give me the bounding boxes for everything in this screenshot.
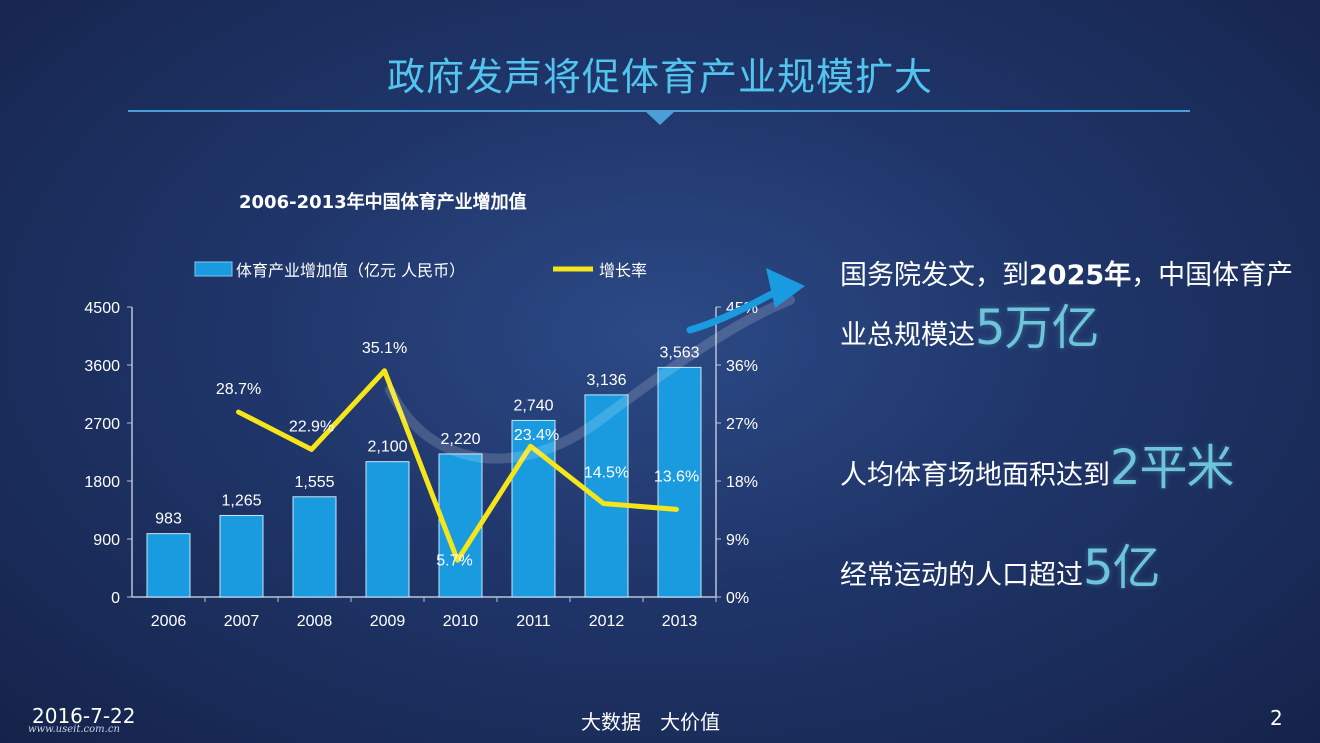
fact-policy-2025: 国务院发文，到2025年，中国体育产业总规模达5万亿 [840,250,1300,362]
growth-rate-label: 13.6% [654,468,699,485]
page-number: 2 [1270,706,1283,730]
legend-bar-swatch [194,261,233,277]
x-tick-label: 2007 [224,613,260,630]
fact3-text: 经常运动的人口超过 [840,560,1083,591]
footer-url-watermark: www.useit.com.cn [28,724,120,735]
y-right-tick-label: 0% [726,590,749,607]
watermark-swoosh-icon [385,295,795,464]
bar-value-label: 1,265 [221,492,261,509]
x-tick-label: 2010 [443,613,479,630]
y-right-tick-label: 36% [726,358,758,375]
bar [365,461,410,598]
fact1-year: 2025年 [1029,260,1132,291]
legend-line-label: 增长率 [599,261,647,280]
footer-date: 2016-7-22 [32,704,136,728]
fact-venue-area: 人均体育场地面积达到2平米 [840,428,1235,498]
y-right-tick-label: 18% [726,474,758,491]
bar-value-label: 1,555 [294,474,334,491]
x-tick-label: 2011 [516,613,551,630]
fact2-text: 人均体育场地面积达到 [840,460,1110,491]
x-tick-label: 2012 [589,613,625,630]
y-left-tick-label: 2700 [84,416,120,433]
growth-rate-label: 5.7% [436,552,472,569]
y-left-tick-label: 0 [111,590,120,607]
growth-rate-label: 22.9% [289,418,334,435]
slide-title: 政府发声将促体育产业规模扩大 [386,55,933,99]
bar-value-label: 2,220 [440,431,480,448]
bar [146,533,191,598]
bar [657,366,702,598]
bar-value-label: 3,136 [586,372,626,389]
bar [292,496,337,598]
fact2-highlight: 2平米 [1110,440,1235,496]
x-tick-label: 2008 [297,613,333,630]
chart-title: 2006-2013年中国体育产业增加值 [239,191,527,213]
title-notch-marker [646,112,674,125]
fact-active-population: 经常运动的人口超过5亿 [840,528,1161,598]
x-tick-label: 2006 [151,613,187,630]
y-left-tick-label: 900 [93,532,120,549]
legend-bar-label: 体育产业增加值（亿元 人民币） [236,261,465,280]
y-right-tick-label: 27% [726,416,758,433]
growth-rate-label: 23.4% [514,427,559,444]
bar-value-label: 983 [155,511,182,528]
x-tick-label: 2009 [370,613,406,630]
y-left-tick-label: 4500 [84,300,120,317]
footer-tagline: 大数据 大价值 [581,710,721,734]
bar-value-label: 3,563 [659,344,699,361]
fact1-highlight: 5万亿 [975,300,1100,356]
title-divider [128,110,1190,112]
chart-legend: 体育产业增加值（亿元 人民币） 增长率 [194,261,647,280]
y-left-tick-label: 3600 [84,358,120,375]
curved-arrow-icon [686,268,805,334]
y-right-tick-label: 9% [726,532,749,549]
fact1-suffix: ，中国体育产业总规模达 [840,260,1294,351]
growth-rate-label: 35.1% [362,340,407,357]
bar-value-label: 2,100 [367,439,407,456]
fact1-prefix: 国务院发文，到 [840,260,1029,291]
y-left-tick-label: 1800 [84,474,120,491]
watermark [385,295,795,464]
bar-value-label: 2,740 [513,397,553,414]
x-tick-label: 2013 [662,613,698,630]
bar [219,514,264,598]
fact3-highlight: 5亿 [1083,540,1161,596]
growth-rate-label: 14.5% [584,465,629,482]
growth-rate-label: 28.7% [216,381,261,398]
